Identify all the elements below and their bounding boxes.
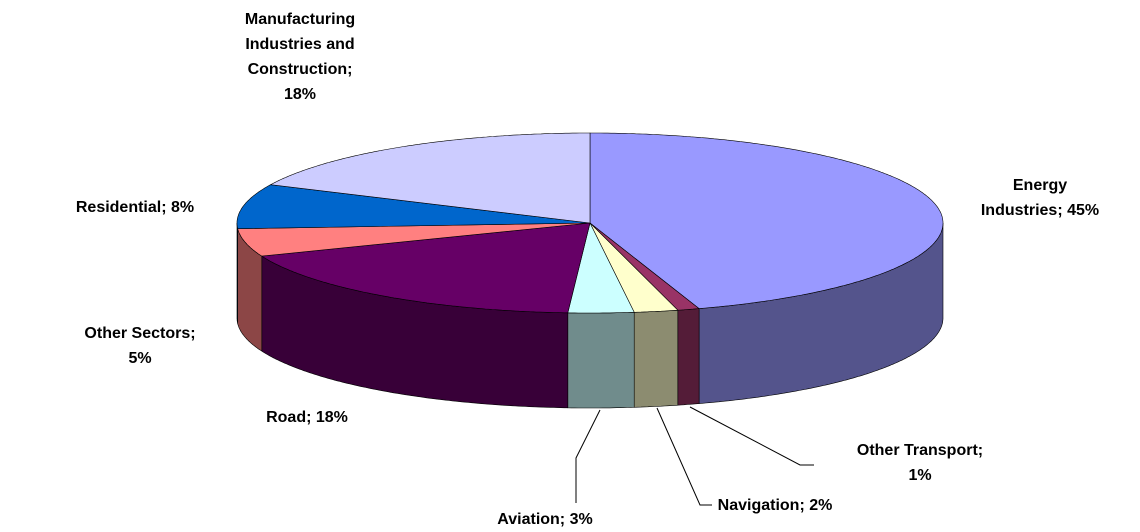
slice (589, 132, 944, 309)
slice (589, 222, 700, 311)
data-label: Aviation; 3% (497, 511, 592, 528)
data-label: Road; 18% (266, 409, 348, 426)
slice (269, 132, 591, 224)
data-label: Manufacturing Industries and Construction;… (245, 11, 355, 103)
leader-line (689, 406, 814, 466)
data-label: Navigation; 2% (718, 497, 833, 514)
slice-side (677, 308, 700, 406)
slice (236, 184, 591, 230)
slice-side (567, 311, 635, 409)
slice-side (633, 309, 679, 408)
data-label: Other Transport; 1% (857, 442, 983, 484)
slice (260, 222, 591, 314)
leader-line (656, 407, 712, 506)
slice (567, 222, 635, 314)
slice-side (236, 223, 238, 324)
data-label: Other Sectors; 5% (84, 325, 195, 367)
data-label: Residential; 8% (76, 199, 194, 216)
data-label: Energy Industries; 45% (981, 177, 1099, 219)
slice (237, 222, 591, 257)
slice (589, 222, 679, 313)
leader-line (575, 409, 601, 503)
